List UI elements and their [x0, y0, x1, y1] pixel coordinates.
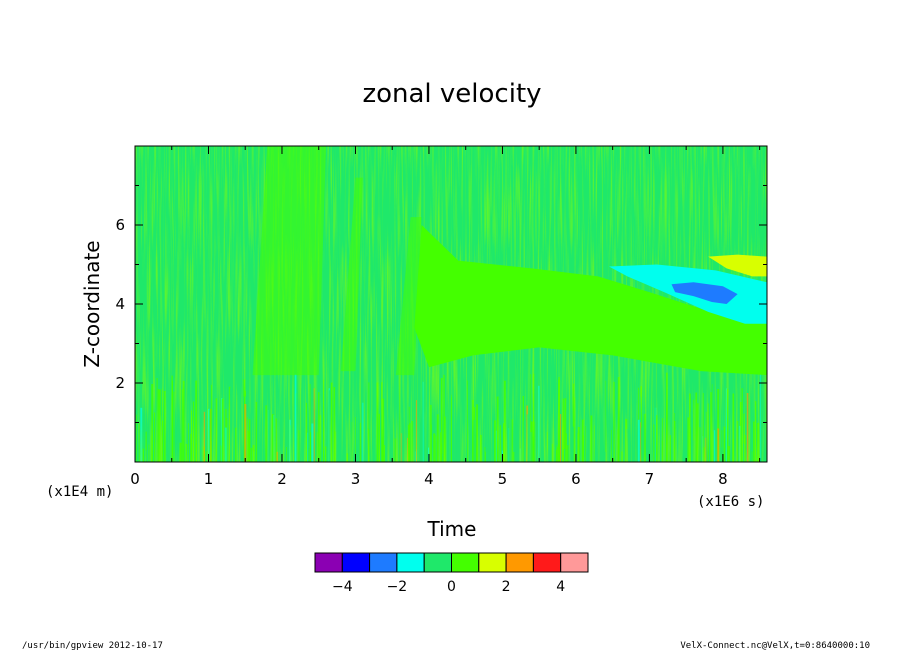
colorbar-tick-label: 0 — [447, 579, 456, 595]
y-axis-label: Z-coordinate — [80, 240, 104, 367]
colorbar-cell — [560, 552, 589, 573]
x-tick-label: 8 — [718, 470, 728, 488]
colorbar-cell — [478, 552, 507, 573]
footer-right: VelX-Connect.nc@VelX,t=0:8640000:10 — [680, 641, 870, 651]
x-tick-label: 3 — [351, 470, 361, 488]
colorbar-cell — [314, 552, 343, 573]
colorbar-cell — [341, 552, 371, 573]
y-tick-label: 4 — [115, 295, 125, 313]
chart-title: zonal velocity — [362, 79, 541, 109]
heatmap-plot — [135, 146, 767, 462]
yellow-region — [708, 254, 767, 277]
x-tick-label: 6 — [571, 470, 581, 488]
blue-core-region — [671, 282, 738, 304]
colorbar-cell — [532, 552, 562, 573]
y-scale-label: (x1E4 m) — [46, 484, 113, 500]
x-scale-label: (x1E6 s) — [697, 494, 764, 510]
x-tick-label: 5 — [498, 470, 508, 488]
mid-layer-band — [414, 225, 767, 376]
colorbar: −4 −2 0 2 4 — [314, 552, 589, 595]
x-tick-label: 1 — [204, 470, 214, 488]
x-axis: 0 1 2 3 4 5 6 7 8 — [130, 146, 761, 488]
y-tick-label: 2 — [115, 374, 125, 392]
colorbar-tick-label: 4 — [556, 579, 565, 595]
colorbar-tick-label: −4 — [332, 579, 353, 595]
colorbar-tick-label: 2 — [502, 579, 511, 595]
colorbar-cell — [423, 552, 453, 573]
y-tick-label: 6 — [115, 216, 125, 234]
colorbar-tick-label: −2 — [387, 579, 408, 595]
colorbar-cell — [505, 552, 534, 573]
x-tick-label: 7 — [645, 470, 655, 488]
x-tick-label: 0 — [130, 470, 140, 488]
colorbar-cell — [369, 552, 398, 573]
colorbar-cell — [396, 552, 425, 573]
footer-left: /usr/bin/gpview 2012-10-17 — [22, 641, 163, 651]
colorbar-cell — [451, 552, 480, 573]
y-axis: 2 4 6 — [115, 185, 767, 423]
x-tick-label: 2 — [277, 470, 287, 488]
x-tick-label: 4 — [424, 470, 434, 488]
x-axis-label: Time — [427, 517, 477, 541]
streak-texture — [135, 146, 767, 462]
